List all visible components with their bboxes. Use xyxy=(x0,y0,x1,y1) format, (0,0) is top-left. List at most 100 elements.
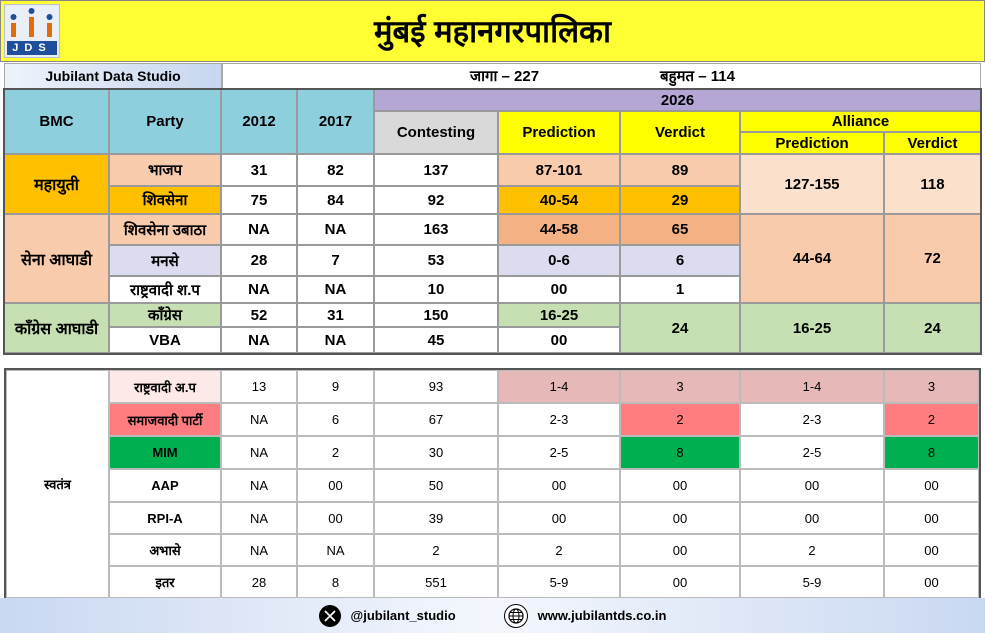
independent-party-label: समाजवादी पार्टी xyxy=(109,403,221,436)
table-cell: 93 xyxy=(374,370,498,403)
col-contesting: Contesting xyxy=(374,111,498,154)
table-cell: 00 xyxy=(620,469,740,502)
party-ncp-sp: राष्ट्रवादी श.प xyxy=(109,276,221,303)
seats-bar: जागा – 227 बहुमत – 114 xyxy=(222,63,981,89)
page-title: मुंबई महानगरपालिका xyxy=(0,0,985,62)
table-cell: 2 xyxy=(297,436,374,469)
col-party: Party xyxy=(109,89,221,154)
party-ubt: शिवसेना उबाठा xyxy=(109,214,221,245)
table-cell: 6 xyxy=(620,245,740,276)
col-alliance-verdict: Verdict xyxy=(884,132,981,154)
table-cell: 2-5 xyxy=(740,436,884,469)
alliance-sena-aghadi: सेना आघाडी xyxy=(4,214,109,303)
table-cell: 1 xyxy=(620,276,740,303)
table-cell: 65 xyxy=(620,214,740,245)
table-cell: 6 xyxy=(297,403,374,436)
table-cell: 137 xyxy=(374,154,498,186)
table-cell: NA xyxy=(221,534,297,566)
col-2017: 2017 xyxy=(297,89,374,154)
jds-logo: JDS xyxy=(4,4,60,58)
table-cell: 8 xyxy=(620,436,740,469)
col-2012: 2012 xyxy=(221,89,297,154)
independent-party-label: अभासे xyxy=(109,534,221,566)
table-cell: 00 xyxy=(498,276,620,303)
independent-party-label: MIM xyxy=(109,436,221,469)
table-cell: 8 xyxy=(297,566,374,598)
table-cell: NA xyxy=(221,327,297,353)
col-verdict: Verdict xyxy=(620,111,740,154)
col-alliance: Alliance xyxy=(740,111,981,132)
group-independents: स्वतंत्र xyxy=(6,370,109,598)
table-cell: 28 xyxy=(221,566,297,598)
table-cell: NA xyxy=(221,469,297,502)
table-cell: 00 xyxy=(740,469,884,502)
table-cell: 9 xyxy=(297,370,374,403)
party-bjp: भाजप xyxy=(109,154,221,186)
table-cell: 1-4 xyxy=(498,370,620,403)
table-cell: NA xyxy=(297,214,374,245)
alliance-verdict-sena-aghadi: 72 xyxy=(884,214,981,303)
table-cell: 00 xyxy=(498,502,620,534)
table-cell: 00 xyxy=(498,469,620,502)
independent-party-label: AAP xyxy=(109,469,221,502)
social-handle[interactable]: @jubilant_studio xyxy=(350,608,456,623)
table-cell: NA xyxy=(221,276,297,303)
table-cell: NA xyxy=(221,214,297,245)
majority-mark: बहुमत – 114 xyxy=(660,68,735,85)
table-cell: 2-5 xyxy=(498,436,620,469)
table-cell: 2 xyxy=(884,403,979,436)
table-cell: 87-101 xyxy=(498,154,620,186)
table-cell: 00 xyxy=(884,566,979,598)
table-cell: 551 xyxy=(374,566,498,598)
table-cell: 31 xyxy=(297,303,374,327)
independent-party-label: राष्ट्रवादी अ.प xyxy=(109,370,221,403)
col-alliance-prediction: Prediction xyxy=(740,132,884,154)
table-cell: 00 xyxy=(498,327,620,353)
table-cell: 163 xyxy=(374,214,498,245)
table-cell: 00 xyxy=(740,502,884,534)
table-cell: 00 xyxy=(620,566,740,598)
table-cell: 2-3 xyxy=(740,403,884,436)
table-cell: 5-9 xyxy=(498,566,620,598)
table-cell: 3 xyxy=(620,370,740,403)
table-cell: 31 xyxy=(221,154,297,186)
table-cell: 29 xyxy=(620,186,740,214)
table-cell: 45 xyxy=(374,327,498,353)
table-cell: NA xyxy=(297,327,374,353)
footer: @jubilant_studio www.jubilantds.co.in xyxy=(0,598,985,633)
x-icon xyxy=(318,604,341,627)
independent-party-label: इतर xyxy=(109,566,221,598)
table-cell: 00 xyxy=(620,502,740,534)
table-cell: 5-9 xyxy=(740,566,884,598)
table-cell: 00 xyxy=(297,469,374,502)
table-cell: 13 xyxy=(221,370,297,403)
table-cell: NA xyxy=(297,276,374,303)
logo-text: JDS xyxy=(12,42,52,54)
table-cell: 00 xyxy=(620,534,740,566)
table-cell: 52 xyxy=(221,303,297,327)
seats-total: जागा – 227 xyxy=(470,68,540,85)
table-cell: NA xyxy=(221,502,297,534)
table-cell: 2-3 xyxy=(498,403,620,436)
table-cell: 2 xyxy=(620,403,740,436)
table-cell: 7 xyxy=(297,245,374,276)
table-cell: 0-6 xyxy=(498,245,620,276)
col-prediction: Prediction xyxy=(498,111,620,154)
table-cell: 3 xyxy=(884,370,979,403)
table-cell: 00 xyxy=(884,534,979,566)
table-cell: 8 xyxy=(884,436,979,469)
alliance-verdict-congress-aghadi: 24 xyxy=(884,303,981,353)
table-cell: 92 xyxy=(374,186,498,214)
party-congress: काँग्रेस xyxy=(109,303,221,327)
table-cell: 53 xyxy=(374,245,498,276)
party-shivsena: शिवसेना xyxy=(109,186,221,214)
verdict-congress-aghadi: 24 xyxy=(620,303,740,353)
website-link[interactable]: www.jubilantds.co.in xyxy=(537,608,667,623)
alliance-verdict-mahayuti: 118 xyxy=(884,154,981,214)
brand-name: Jubilant Data Studio xyxy=(4,63,222,89)
col-bmc: BMC xyxy=(4,89,109,154)
table-cell: 28 xyxy=(221,245,297,276)
table-cell: 00 xyxy=(884,502,979,534)
table-cell: 16-25 xyxy=(498,303,620,327)
logo-graphic xyxy=(7,8,57,55)
